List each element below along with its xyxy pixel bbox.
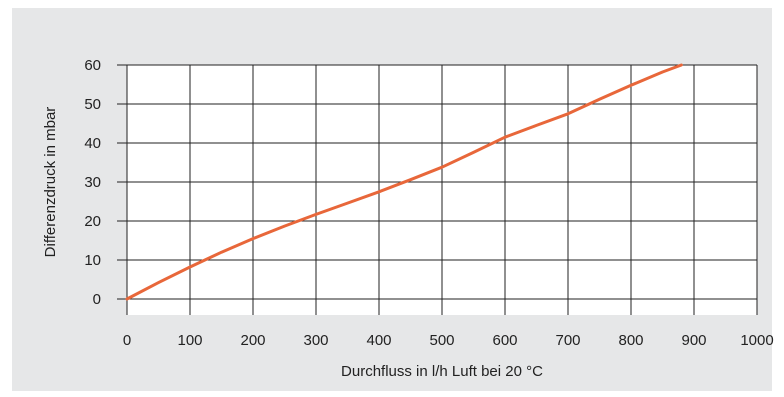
x-tick-label: 400 xyxy=(366,332,391,349)
data-series xyxy=(125,63,683,301)
y-tick-label: 40 xyxy=(84,135,101,152)
x-tick-label: 700 xyxy=(555,332,580,349)
series-line xyxy=(125,63,683,301)
x-tick-label: 100 xyxy=(177,332,202,349)
x-tick-label: 1000 xyxy=(740,332,773,349)
x-axis-title: Durchfluss in l/h Luft bei 20 °C xyxy=(341,363,543,380)
x-tick-label: 0 xyxy=(123,332,131,349)
grid xyxy=(117,64,758,315)
x-axis-ticks: 0 100 200 300 400 500 600 700 800 900 1000 xyxy=(123,332,774,349)
y-tick-label: 50 xyxy=(84,96,101,113)
y-tick-label: 0 xyxy=(93,291,101,308)
y-tick-label: 30 xyxy=(84,174,101,191)
y-tick-label: 20 xyxy=(84,213,101,230)
x-tick-label: 300 xyxy=(303,332,328,349)
x-tick-label: 600 xyxy=(492,332,517,349)
y-tick-label: 10 xyxy=(84,252,101,269)
y-axis-title: Differenzdruck in mbar xyxy=(42,107,59,258)
x-tick-label: 800 xyxy=(618,332,643,349)
x-tick-label: 500 xyxy=(429,332,454,349)
y-axis-ticks: 0 10 20 30 40 50 60 xyxy=(84,57,101,308)
y-tick-label: 60 xyxy=(84,57,101,74)
x-tick-label: 200 xyxy=(240,332,265,349)
x-tick-label: 900 xyxy=(681,332,706,349)
